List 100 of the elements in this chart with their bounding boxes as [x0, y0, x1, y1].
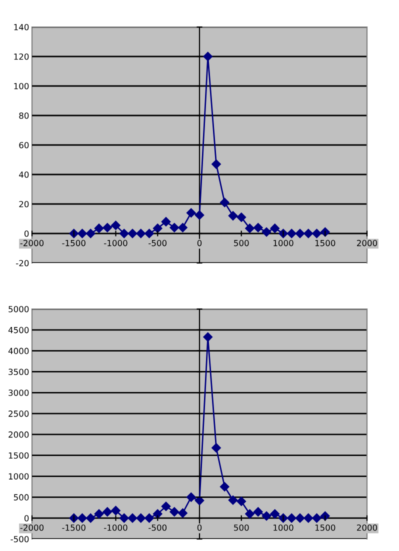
point	[170, 222, 179, 232]
y-tick-label: 40	[19, 171, 29, 178]
point	[102, 507, 112, 516]
point	[186, 208, 196, 218]
point	[320, 511, 330, 521]
point	[287, 228, 296, 238]
y-tick-label: 3500	[8, 368, 29, 376]
x-tick-label: 1000	[274, 240, 294, 246]
y-tick-label: 4500	[8, 326, 29, 334]
point	[136, 513, 146, 523]
point	[203, 52, 212, 62]
point	[178, 222, 188, 232]
point	[304, 228, 313, 238]
point	[262, 227, 272, 237]
point	[194, 210, 204, 220]
point	[320, 227, 330, 237]
point	[212, 443, 221, 452]
y-tick-label: 0	[24, 230, 29, 237]
point	[128, 513, 138, 523]
y-tick-label: 20	[19, 200, 29, 208]
x-tick-label: -1000	[104, 240, 128, 246]
y-tick-label: -500	[10, 536, 29, 542]
point	[186, 492, 196, 502]
y-tick-label: 1500	[8, 452, 29, 459]
y-tick-label: 80	[19, 112, 29, 119]
x-tick-label: 500	[234, 240, 249, 246]
point	[144, 513, 154, 523]
point	[295, 513, 305, 523]
point	[94, 224, 104, 233]
y-tick-label: 100	[14, 82, 29, 90]
point	[111, 506, 120, 516]
point	[161, 502, 171, 512]
x-tick-label: 1500	[315, 524, 336, 531]
point	[245, 224, 254, 233]
x-tick-label: 0	[197, 524, 202, 531]
point	[212, 160, 221, 169]
point	[69, 228, 78, 238]
point	[270, 509, 280, 519]
y-tick-label: -20	[16, 260, 29, 266]
point	[120, 513, 129, 523]
x-tick-label: -500	[148, 524, 167, 531]
y-tick-label: 3000	[8, 390, 29, 396]
x-tick-label: -1000	[104, 524, 128, 531]
point	[278, 228, 288, 238]
y-tick-label: 0	[24, 515, 29, 522]
point	[254, 507, 263, 516]
x-tick-label: 1000	[274, 524, 294, 531]
point	[153, 224, 162, 233]
x-tick-label: 1500	[315, 240, 336, 246]
point	[203, 332, 212, 342]
x-tick-label: -2000	[20, 524, 44, 531]
y-tick-label: 140	[14, 24, 29, 30]
point	[220, 482, 230, 492]
point	[86, 228, 96, 238]
y-tick-label: 2000	[8, 431, 29, 438]
y-tick-label: 120	[14, 53, 29, 60]
point	[78, 513, 87, 523]
point	[295, 228, 305, 238]
point	[236, 212, 246, 222]
point	[278, 513, 288, 523]
y-tick-label: 60	[19, 142, 29, 148]
x-tick-label: -1500	[62, 524, 86, 531]
point	[94, 509, 104, 519]
point	[153, 509, 162, 519]
point	[170, 507, 179, 516]
point	[86, 513, 96, 523]
point	[262, 511, 272, 521]
x-tick-label: -1500	[62, 240, 86, 246]
y-tick-label: 4000	[8, 348, 29, 354]
y-tick-label: 5000	[8, 306, 29, 312]
x-tick-label: 0	[197, 240, 202, 246]
y-tick-label: 500	[14, 494, 29, 500]
point	[78, 228, 87, 238]
point	[102, 222, 112, 232]
point	[287, 513, 296, 523]
point	[312, 513, 322, 523]
point	[111, 220, 120, 230]
point	[228, 495, 238, 505]
y-tick-label: 1000	[8, 473, 29, 480]
x-tick-label: -500	[148, 240, 167, 246]
point	[245, 509, 254, 519]
x-tick-label: -2000	[20, 240, 44, 246]
point	[254, 222, 263, 232]
point	[236, 496, 246, 506]
point	[178, 508, 188, 518]
point	[144, 228, 154, 238]
point	[194, 496, 204, 506]
point	[228, 211, 238, 220]
point	[161, 217, 171, 226]
point	[304, 513, 313, 523]
y-tick-label: 2500	[8, 410, 29, 417]
point	[220, 198, 230, 208]
x-tick-label: 2000	[357, 524, 378, 531]
point	[312, 228, 322, 238]
point	[270, 224, 280, 233]
point	[136, 228, 146, 238]
point	[120, 228, 129, 238]
x-tick-label: 2000	[357, 240, 378, 246]
point	[69, 513, 78, 523]
point	[128, 228, 138, 238]
